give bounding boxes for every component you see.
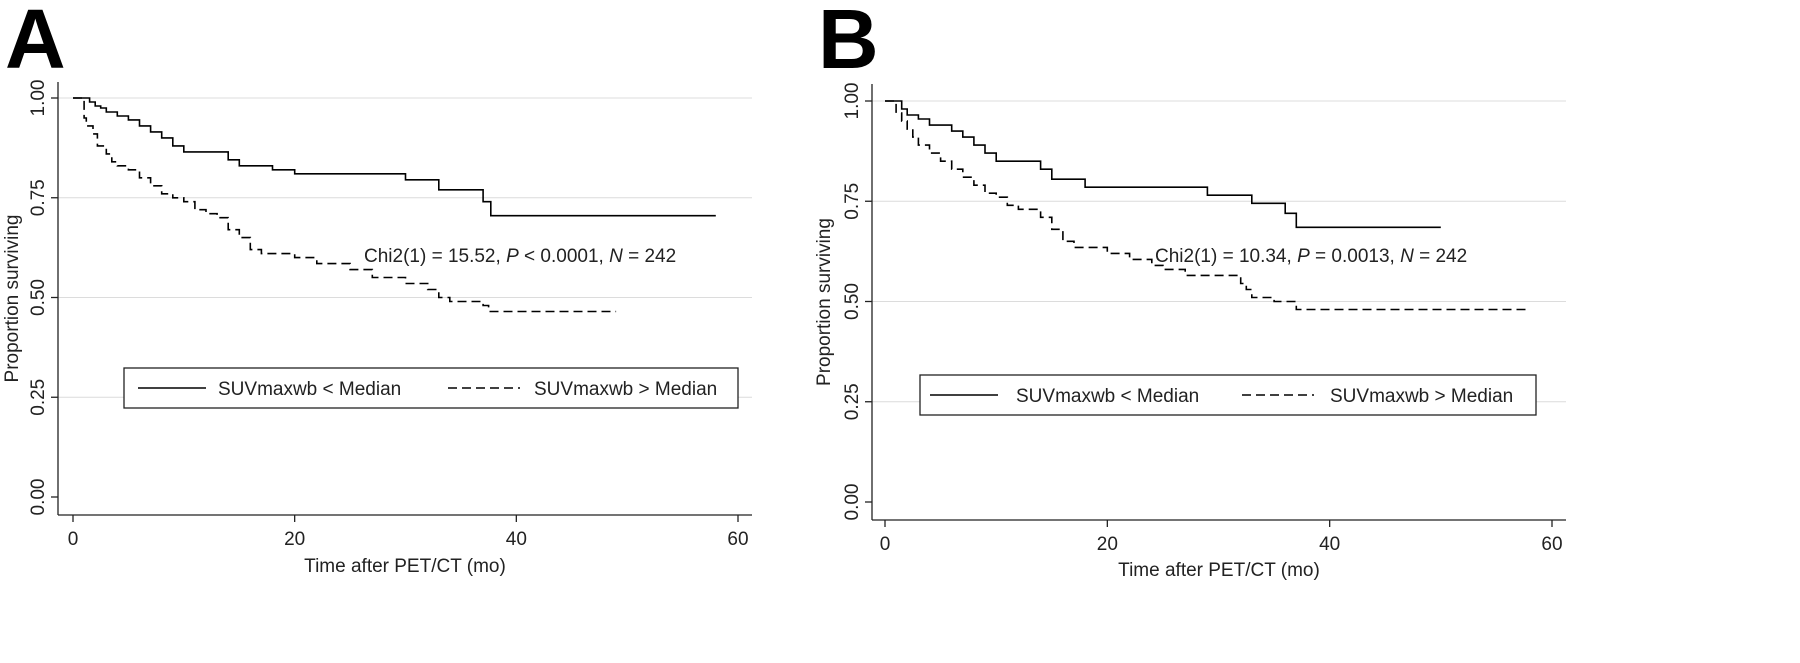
- y-axis-title: Proportion surviving: [814, 218, 835, 386]
- stats-annotation: Chi2(1) = 15.52, P < 0.0001, N = 242: [364, 246, 676, 267]
- legend: SUVmaxwb < Median SUVmaxwb > Median: [123, 367, 739, 409]
- legend-label-1: SUVmaxwb < Median: [1016, 386, 1199, 407]
- series-line-2: [885, 100, 1530, 311]
- x-tick-label: 0: [68, 529, 79, 550]
- x-axis-title: Time after PET/CT (mo): [304, 556, 506, 577]
- x-tick-label: 40: [506, 529, 527, 550]
- x-tick-label: 60: [1541, 534, 1562, 555]
- annotation-italic: P: [506, 246, 519, 267]
- y-tick-label: 0.75: [842, 183, 863, 220]
- panel-label: B: [818, 0, 879, 86]
- series-line-2: [73, 97, 617, 313]
- legend-label-1: SUVmaxwb < Median: [218, 379, 401, 400]
- annotation-italic: N: [609, 246, 623, 267]
- y-tick-label: 1.00: [842, 83, 863, 120]
- y-tick-label: 0.50: [28, 279, 49, 316]
- legend-box: [919, 374, 1537, 416]
- stats-annotation: Chi2(1) = 10.34, P = 0.0013, N = 242: [1155, 246, 1467, 267]
- x-tick-label: 20: [1097, 534, 1118, 555]
- annotation-text: Chi2(1) = 10.34,: [1155, 246, 1297, 267]
- annotation-text: Chi2(1) = 15.52,: [364, 246, 506, 267]
- y-tick-label: 0.00: [28, 479, 49, 516]
- annotation-text: = 242: [623, 246, 676, 267]
- series-line-1: [73, 97, 716, 217]
- chart-panel-b: B 0.00 0.25 0.50 0.75 1.00 0 20 40 60 Time after P…: [814, 0, 1566, 581]
- annotation-text: = 0.0013,: [1310, 246, 1400, 267]
- y-tick-label: 1.00: [28, 80, 49, 117]
- chart-panel-a: A 0.00 0.25 0.50 0.75 1.00 0 20 40 60 Time after P…: [2, 0, 752, 577]
- y-tick-label: 0.75: [28, 179, 49, 216]
- annotation-italic: P: [1297, 246, 1310, 267]
- y-axis-title: Proportion surviving: [2, 215, 23, 383]
- annotation-text: = 242: [1414, 246, 1467, 267]
- y-tick-label: 0.25: [842, 383, 863, 420]
- x-tick-label: 40: [1319, 534, 1340, 555]
- legend-label-2: SUVmaxwb > Median: [534, 379, 717, 400]
- x-tick-label: 60: [727, 529, 748, 550]
- y-tick-label: 0.00: [842, 484, 863, 521]
- y-tick-label: 0.50: [842, 283, 863, 320]
- x-tick-label: 0: [880, 534, 891, 555]
- legend-label-2: SUVmaxwb > Median: [1330, 386, 1513, 407]
- annotation-text: < 0.0001,: [519, 246, 609, 267]
- x-tick-label: 20: [284, 529, 305, 550]
- panel-label: A: [5, 0, 66, 86]
- x-axis-title: Time after PET/CT (mo): [1118, 560, 1320, 581]
- series-line-1: [885, 100, 1441, 229]
- annotation-italic: N: [1400, 246, 1414, 267]
- y-tick-label: 0.25: [28, 379, 49, 416]
- legend-box: [123, 367, 739, 409]
- legend: SUVmaxwb < Median SUVmaxwb > Median: [919, 374, 1537, 416]
